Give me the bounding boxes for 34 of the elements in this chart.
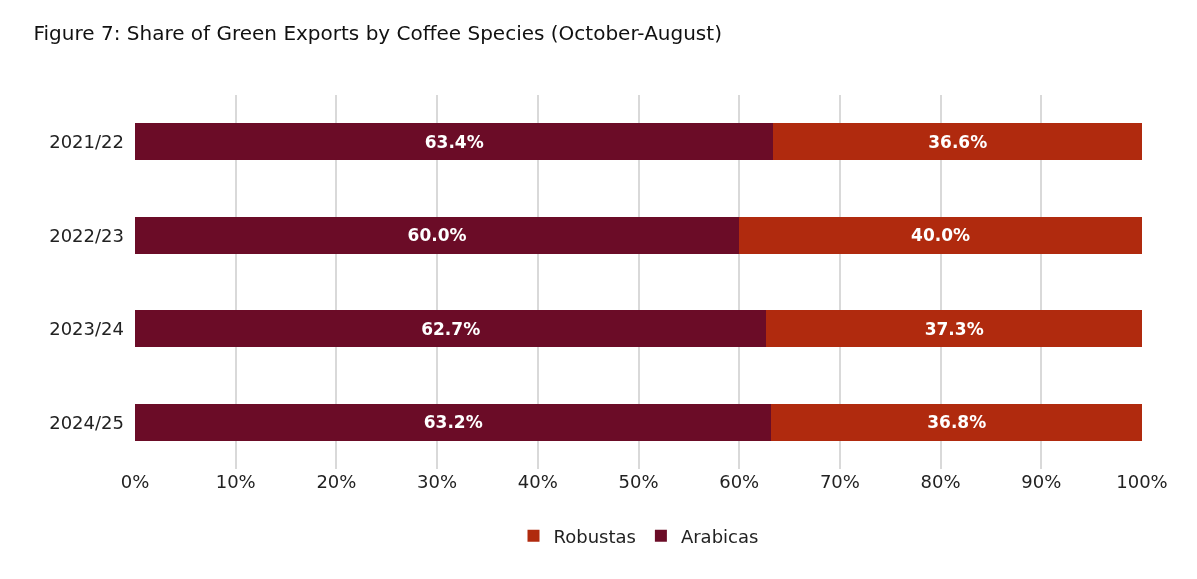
bar xyxy=(135,403,772,441)
y-tick-label: 2024/25 xyxy=(49,411,124,433)
x-tick-label: 30% xyxy=(417,471,458,492)
bar xyxy=(135,310,767,348)
bar xyxy=(771,403,1142,441)
bar xyxy=(135,123,774,161)
x-tick-label: 70% xyxy=(819,471,860,492)
bar xyxy=(766,310,1142,348)
x-tick-label: 40% xyxy=(517,471,558,492)
data-label: 36.8% xyxy=(927,412,987,433)
y-tick-label: 2022/23 xyxy=(49,224,124,246)
bar xyxy=(773,123,1142,161)
data-label: 36.6% xyxy=(928,131,988,152)
bar xyxy=(135,216,740,254)
data-label: 37.3% xyxy=(924,318,984,339)
y-tick-label: 2023/24 xyxy=(49,318,124,340)
data-label: 63.4% xyxy=(424,131,484,152)
x-tick-label: 90% xyxy=(1021,471,1062,492)
y-tick-label: 2021/22 xyxy=(49,131,124,153)
legend-label: Arabicas xyxy=(680,525,759,547)
x-tick-label: 100% xyxy=(1116,471,1168,492)
data-label: 63.2% xyxy=(423,412,483,433)
x-tick-label: 50% xyxy=(618,471,659,492)
legend-label: Robustas xyxy=(553,525,636,547)
chart-title: Figure 7: Share of Green Exports by Coffee Species (October-August) xyxy=(33,21,722,46)
x-tick-label: 60% xyxy=(719,471,760,492)
data-label: 60.0% xyxy=(407,225,467,246)
x-tick-label: 0% xyxy=(120,471,150,492)
x-tick-label: 20% xyxy=(316,471,357,492)
x-tick-label: 80% xyxy=(920,471,961,492)
x-tick-label: 10% xyxy=(215,471,256,492)
data-label: 40.0% xyxy=(911,225,971,246)
bar xyxy=(739,216,1142,254)
data-label: 62.7% xyxy=(421,318,481,339)
